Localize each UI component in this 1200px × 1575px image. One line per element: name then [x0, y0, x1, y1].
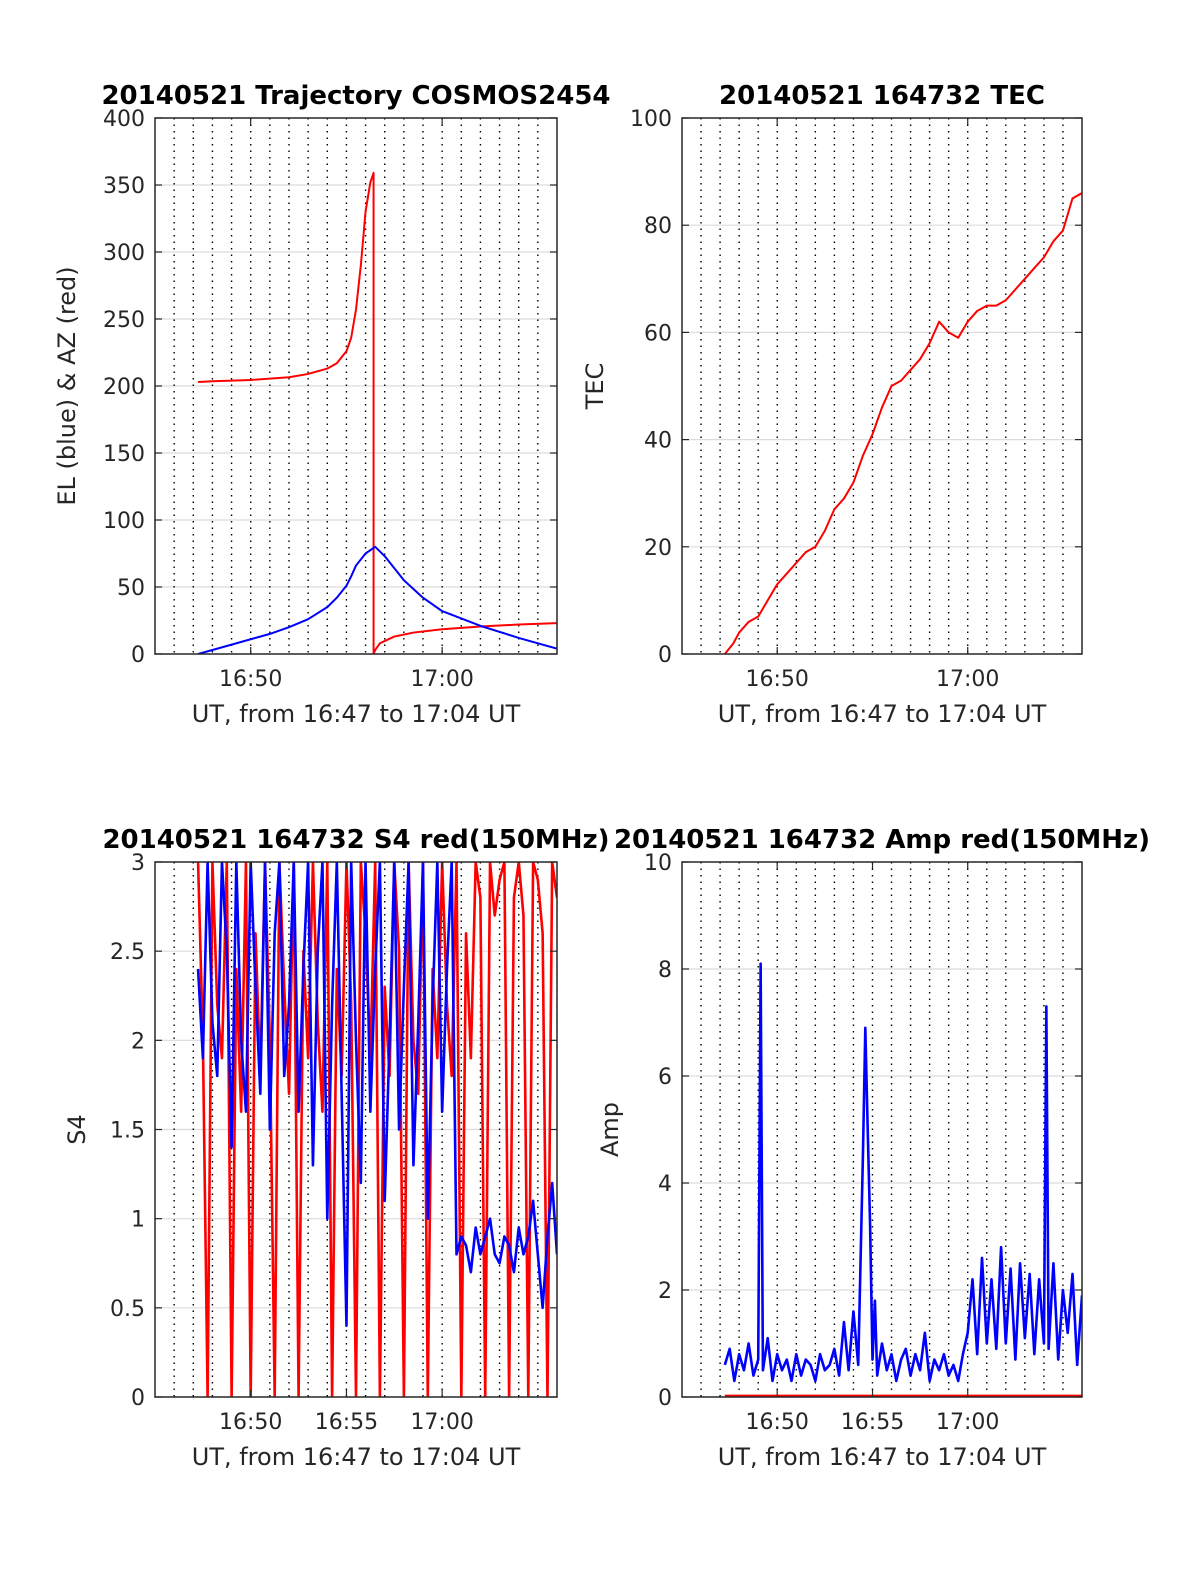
amp-ytick-label: 8 — [658, 958, 672, 983]
trajectory-series-1 — [197, 545, 557, 654]
panel-amp: 0 2 4 6 8 10 16:50 16:55 17:00 20140521 164732 Am… — [596, 825, 1150, 1471]
trajectory-title: 20140521 Trajectory COSMOS2454 — [101, 81, 610, 111]
tec-ytick-label: 100 — [630, 107, 672, 132]
s4-xtick-label: 17:00 — [410, 1410, 473, 1435]
s4-ytick-label: 2.5 — [110, 940, 145, 965]
s4-ytick-label: 1.5 — [110, 1119, 145, 1144]
trajectory-ytick-label: 150 — [103, 442, 145, 467]
trajectory-ytick-label: 400 — [103, 107, 145, 132]
s4-series-0 — [196, 862, 557, 1397]
trajectory-ylabel: EL (blue) & AZ (red) — [53, 266, 81, 505]
amp-ylabel: Amp — [596, 1102, 624, 1157]
amp-ytick-label: 10 — [644, 851, 672, 876]
tec-ytick-label: 0 — [658, 643, 672, 668]
trajectory-series-0 — [198, 171, 557, 654]
trajectory-ytick-label: 0 — [131, 643, 145, 668]
s4-ytick-label: 0.5 — [110, 1297, 145, 1322]
tec-ytick-label: 40 — [644, 429, 672, 454]
trajectory-ytick-label: 350 — [103, 174, 145, 199]
s4-series-1 — [196, 862, 557, 1327]
s4-ytick-label: 0 — [131, 1386, 145, 1411]
amp-ytick-label: 0 — [658, 1386, 672, 1411]
trajectory-ytick-label: 100 — [103, 509, 145, 534]
trajectory-ytick-label: 250 — [103, 308, 145, 333]
amp-axes-box — [681, 861, 1083, 1398]
tec-ytick-label: 80 — [644, 214, 672, 239]
amp-xlabel: UT, from 16:47 to 17:04 UT — [718, 1443, 1047, 1471]
amp-ytick-label: 6 — [658, 1065, 672, 1090]
trajectory-ytick-label: 300 — [103, 241, 145, 266]
s4-xlabel: UT, from 16:47 to 17:04 UT — [192, 1443, 521, 1471]
tec-title: 20140521 164732 TEC — [719, 81, 1045, 111]
s4-ytick-label: 1 — [131, 1208, 145, 1233]
trajectory-xlabel: UT, from 16:47 to 17:04 UT — [192, 700, 521, 728]
tec-ytick-label: 20 — [644, 536, 672, 561]
panel-s4: 0 0.5 1 1.5 2 2.5 3 16:50 16:55 17:00 20140521 164… — [63, 825, 610, 1471]
tec-plot-area — [682, 118, 1082, 654]
amp-ytick-label: 4 — [658, 1172, 672, 1197]
tec-ylabel: TEC — [581, 363, 609, 411]
tec-axes-box — [681, 117, 1083, 655]
amp-plot-area — [682, 862, 1082, 1397]
amp-title: 20140521 164732 Amp red(150MHz) — [614, 825, 1150, 855]
trajectory-ytick-label: 50 — [117, 576, 145, 601]
tec-xtick-label: 17:00 — [936, 667, 999, 692]
s4-title: 20140521 164732 S4 red(150MHz) — [102, 825, 609, 855]
trajectory-xtick-label: 17:00 — [410, 667, 473, 692]
tec-ytick-label: 60 — [644, 321, 672, 346]
trajectory-ytick-label: 200 — [103, 375, 145, 400]
trajectory-xtick-label: 16:50 — [219, 667, 282, 692]
s4-xtick-label: 16:55 — [315, 1410, 378, 1435]
tec-series-0 — [724, 192, 1082, 654]
s4-ylabel: S4 — [63, 1114, 91, 1145]
tec-xtick-label: 16:50 — [745, 667, 808, 692]
panel-tec: 0 20 40 60 80 100 16:50 17:00 20140521 164732 TE… — [581, 81, 1083, 728]
tec-xlabel: UT, from 16:47 to 17:04 UT — [718, 700, 1047, 728]
panel-trajectory: 0 50 100 150 200 250 300 350 400 16:50 17:00 201405… — [53, 81, 611, 728]
amp-ytick-label: 2 — [658, 1279, 672, 1304]
s4-xtick-label: 16:50 — [219, 1410, 282, 1435]
amp-xtick-label: 16:50 — [745, 1410, 808, 1435]
s4-ytick-label: 2 — [131, 1029, 145, 1054]
amp-xtick-label: 17:00 — [936, 1410, 999, 1435]
s4-ytick-label: 3 — [131, 851, 145, 876]
amp-series-1 — [723, 962, 1082, 1383]
amp-xtick-label: 16:55 — [841, 1410, 904, 1435]
